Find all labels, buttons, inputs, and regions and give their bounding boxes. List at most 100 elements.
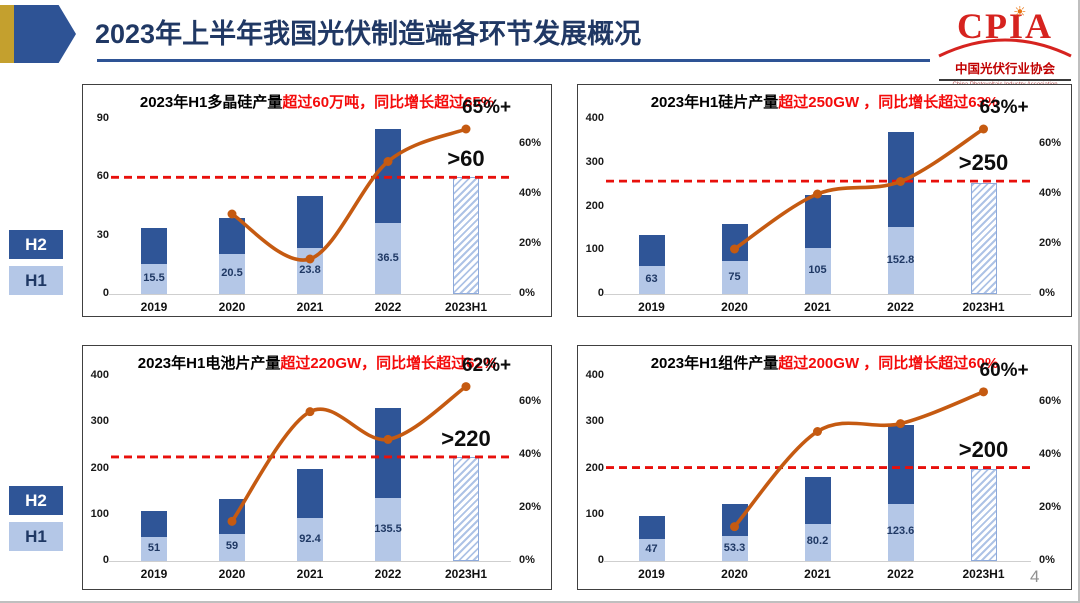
year-label: 2019 — [638, 300, 665, 314]
left-axis-tick: 30 — [96, 228, 109, 241]
bar-h1-2021 — [804, 523, 831, 561]
bar-2023h1-hatched — [453, 177, 479, 294]
year-label: 2020 — [721, 300, 748, 314]
right-axis-tick: 20% — [519, 237, 542, 249]
h1-value-label: 47 — [645, 543, 658, 556]
left-axis-tick: 60 — [96, 170, 109, 183]
annotation-threshold: >200 — [958, 436, 1009, 462]
year-label: 2021 — [296, 300, 324, 314]
h1-value-label: 20.5 — [221, 267, 243, 280]
page-number: 4 — [1030, 567, 1040, 586]
year-label: 2020 — [218, 567, 246, 581]
left-axis-tick: 400 — [90, 369, 109, 381]
h1-value-label: 152.8 — [886, 253, 915, 266]
legend-h2-top: H2 — [9, 230, 63, 259]
left-axis-tick: 300 — [90, 415, 109, 428]
right-axis-tick: 20% — [519, 501, 542, 514]
logo-name-cn: 中国光伏行业协会 — [939, 58, 1071, 81]
bar-h1-2019 — [638, 266, 665, 294]
annotation-growth-end: 62%+ — [462, 354, 512, 376]
x-axis-line — [604, 561, 1031, 562]
right-axis-tick: 40% — [1039, 448, 1062, 461]
left-axis-tick: 0 — [597, 287, 604, 299]
left-axis-tick: 300 — [585, 415, 604, 428]
year-label: 2023H1 — [962, 567, 1005, 581]
year-label: 2020 — [721, 567, 748, 581]
left-axis-tick: 90 — [96, 112, 109, 124]
chart-title-black: 2023年H1多晶硅产量 — [139, 94, 283, 111]
h1-value-label: 92.4 — [299, 532, 321, 545]
right-axis-tick: 0% — [1039, 554, 1055, 566]
bar-h1-2020 — [721, 261, 748, 294]
h1-value-label: 123.6 — [886, 525, 915, 538]
growth-marker — [813, 427, 822, 436]
h1-value-label: 51 — [147, 542, 161, 555]
growth-marker — [461, 124, 471, 134]
right-axis-tick: 60% — [1039, 137, 1062, 149]
bar-h1-2021 — [297, 518, 323, 561]
bar-h2-2021 — [297, 195, 323, 248]
year-label: 2021 — [296, 567, 324, 581]
logo-arc — [938, 38, 1072, 58]
sun-icon: ☀ — [1013, 4, 1027, 21]
h1-value-label: 75 — [728, 270, 741, 283]
left-axis-tick: 400 — [585, 112, 604, 124]
bar-h2-2021 — [804, 476, 831, 524]
growth-marker — [305, 407, 315, 417]
h1-value-label: 15.5 — [143, 271, 165, 284]
bar-h2-2020 — [721, 223, 748, 262]
annotation-growth-end: 60%+ — [979, 359, 1029, 381]
right-axis-tick: 60% — [519, 137, 542, 149]
chart-title-black: 2023年H1组件产量 — [650, 355, 779, 372]
bar-h1-2020 — [721, 536, 748, 561]
left-axis-tick: 0 — [102, 287, 109, 299]
bar-2023h1-hatched — [970, 182, 997, 294]
bar-h1-2019 — [638, 539, 665, 561]
annotation-growth-end: 63%+ — [979, 97, 1029, 118]
bar-h2-2019 — [141, 510, 167, 538]
year-label: 2022 — [374, 300, 402, 314]
right-axis-tick: 40% — [1039, 187, 1062, 199]
left-axis-tick: 200 — [585, 199, 604, 212]
bar-h1-2019 — [141, 263, 167, 294]
left-axis-tick: 300 — [585, 155, 604, 168]
bar-h1-2021 — [804, 248, 831, 294]
chart-module: 2023年H1组件产量超过200GW ，同比增长超过60% 0 100 200 300 4… — [577, 345, 1072, 590]
chart-wafer: 2023年H1硅片产量超过250GW ，同比增长超过63% 0 100 200 300 4… — [577, 84, 1072, 317]
bar-2023h1-hatched — [970, 468, 997, 561]
growth-marker — [979, 387, 988, 397]
year-label: 2022 — [374, 567, 402, 581]
page-title: 2023年上半年我国光伏制造端各环节发展概况 — [95, 19, 642, 49]
growth-marker — [461, 382, 471, 392]
right-axis-tick: 40% — [519, 187, 542, 199]
h1-value-label: 59 — [225, 540, 239, 553]
year-label: 2023H1 — [444, 300, 488, 314]
legend-h1-bottom: H1 — [9, 522, 63, 551]
bar-h2-2021 — [297, 469, 323, 519]
legend-h2-bottom: H2 — [9, 486, 63, 515]
gold-accent-bar — [0, 5, 14, 63]
bar-h2-2020 — [219, 218, 245, 255]
h1-value-label: 36.5 — [377, 251, 399, 264]
h1-value-label: 80.2 — [806, 535, 829, 548]
chart-title-red: 超过60万吨，同比增长超过65% — [282, 94, 495, 111]
annotation-threshold: >250 — [958, 150, 1009, 176]
bar-h2-2020 — [721, 503, 748, 537]
bar-h2-2021 — [804, 194, 831, 249]
x-axis-line — [109, 561, 511, 562]
growth-marker — [227, 209, 237, 219]
left-axis-tick: 0 — [102, 554, 109, 566]
left-axis-tick: 200 — [90, 461, 109, 474]
chart-title-black: 2023年H1电池片产量 — [137, 355, 281, 372]
bar-h2-2022 — [887, 132, 914, 228]
chart-title-red: 超过250GW ，同比增长超过63% — [778, 94, 999, 111]
left-axis-tick: 0 — [597, 554, 604, 566]
year-label: 2022 — [887, 300, 914, 314]
chart-polysilicon: 2023年H1多晶硅产量超过60万吨，同比增长超过65% 0 30 60 90 0% 20%… — [82, 84, 552, 317]
title-underline — [97, 59, 930, 62]
x-axis-line — [109, 294, 511, 295]
right-axis-tick: 0% — [1039, 287, 1055, 299]
year-label: 2023H1 — [444, 567, 488, 581]
left-axis-tick: 100 — [585, 243, 604, 256]
bar-h1-2019 — [141, 537, 167, 561]
